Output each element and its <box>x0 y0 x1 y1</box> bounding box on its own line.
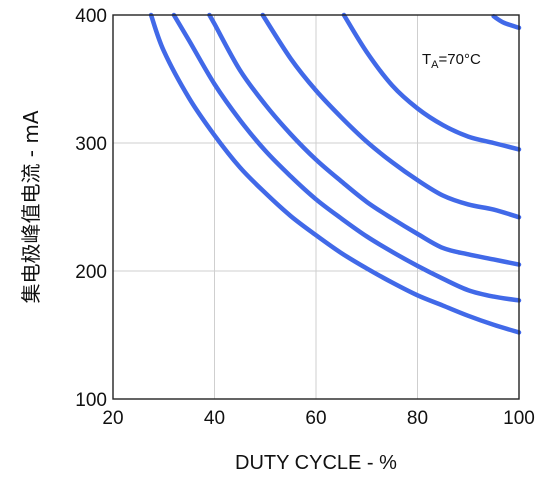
y-tick-label: 100 <box>75 390 107 411</box>
series-line-6 <box>491 14 522 31</box>
y-tick-label: 400 <box>75 6 107 27</box>
x-tick-label: 60 <box>305 408 326 429</box>
grid-lines <box>113 15 519 399</box>
plot-frame <box>112 14 520 400</box>
temperature-annotation: TA=70°C <box>422 51 481 71</box>
annotation-rest: =70°C <box>439 51 481 68</box>
series-line-5 <box>341 12 522 152</box>
series-line-3 <box>207 12 522 267</box>
x-tick-label: 80 <box>407 408 428 429</box>
series-line-2 <box>171 12 522 303</box>
series-lines <box>148 12 522 335</box>
y-axis-title: 集电极峰值电流 - mA <box>19 110 43 303</box>
x-tick-label: 40 <box>204 408 225 429</box>
annotation-main: T <box>422 51 431 68</box>
x-axis-title: DUTY CYCLE - % <box>235 452 397 474</box>
annotation-subscript: A <box>431 59 439 71</box>
series-line-4 <box>260 12 522 220</box>
tick-labels: 20 40 60 80 100 100 200 300 400 <box>75 6 535 429</box>
y-tick-label: 300 <box>75 134 107 155</box>
x-tick-label: 20 <box>102 408 123 429</box>
x-tick-label: 100 <box>503 408 535 429</box>
y-tick-label: 200 <box>75 262 107 283</box>
series-line-1 <box>148 12 522 335</box>
